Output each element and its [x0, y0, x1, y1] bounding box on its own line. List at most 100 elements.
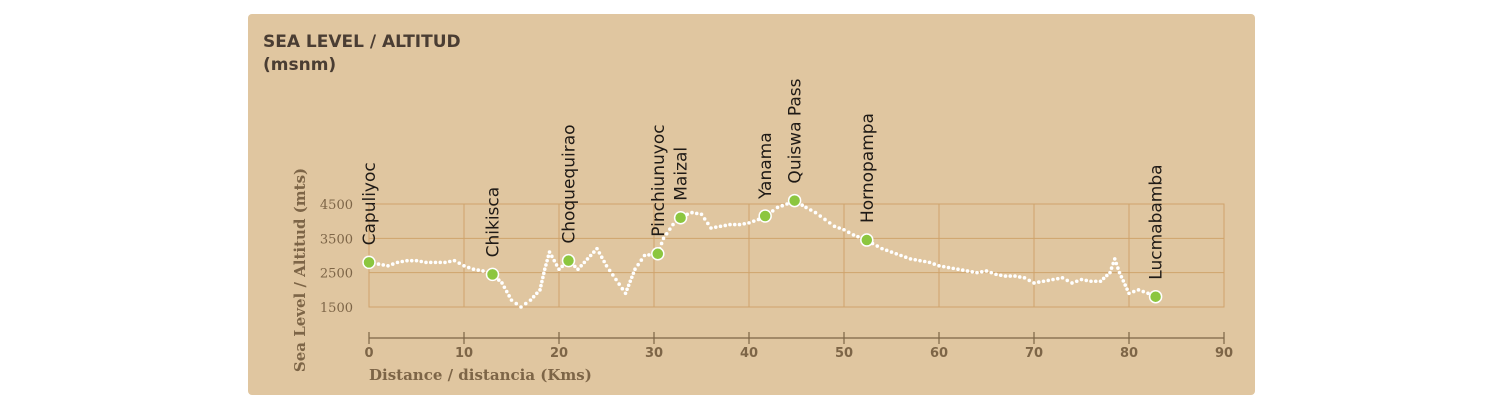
elevation-point: [846, 230, 851, 235]
elevation-point: [647, 253, 651, 257]
elevation-point: [970, 270, 975, 274]
elevation-point: [599, 255, 604, 260]
waypoint-label: Yanama: [756, 132, 776, 200]
elevation-point: [659, 241, 664, 246]
elevation-point: [504, 289, 509, 294]
elevation-point: [1114, 261, 1119, 266]
elevation-point: [1117, 270, 1122, 275]
elevation-point: [1084, 278, 1089, 283]
elevation-point: [856, 234, 860, 239]
elevation-point: [884, 248, 889, 253]
elevation-point: [965, 269, 970, 273]
elevation-point: [531, 294, 536, 299]
x-tick-label: 90: [1215, 346, 1233, 361]
elevation-point: [602, 259, 606, 264]
elevation-point: [1017, 275, 1022, 279]
elevation-point: [751, 219, 756, 223]
elevation-point: [573, 264, 577, 269]
elevation-point: [540, 279, 544, 284]
elevation-point: [514, 301, 519, 306]
elevation-point: [903, 255, 908, 260]
waypoint-label: Lucmabamba: [1147, 164, 1167, 279]
elevation-point: [889, 250, 894, 254]
elevation-point: [433, 260, 438, 265]
elevation-point: [552, 258, 557, 263]
elevation-point: [770, 209, 775, 213]
elevation-point: [502, 285, 507, 290]
x-tick-label: 20: [550, 346, 568, 361]
waypoint-marker: [673, 210, 688, 225]
elevation-point: [908, 257, 913, 261]
x-tick-label: 0: [364, 346, 373, 361]
elevation-point: [419, 259, 424, 264]
elevation-point: [588, 253, 593, 258]
elevation-point: [1022, 276, 1027, 280]
elevation-point: [452, 258, 457, 263]
x-tick-label: 40: [740, 346, 758, 361]
elevation-point: [1051, 277, 1055, 282]
elevation-point: [1074, 279, 1079, 284]
elevation-point: [457, 261, 462, 266]
waypoint-marker: [787, 193, 802, 208]
elevation-point: [1027, 278, 1032, 283]
waypoint-label: Hornopampa: [858, 113, 878, 223]
y-tick-label: 1500: [320, 301, 353, 316]
elevation-point: [538, 288, 542, 292]
elevation-point: [497, 278, 501, 282]
elevation-point: [937, 264, 941, 268]
elevation-point: [639, 258, 644, 262]
elevation-point: [979, 270, 984, 274]
elevation-point: [1146, 291, 1150, 296]
x-axis-label: Distance / distancia (Kms): [369, 366, 592, 384]
elevation-point: [1032, 281, 1036, 285]
waypoint-label: Quiswa Pass: [786, 78, 806, 183]
elevation-point: [699, 212, 704, 217]
elevation-point: [1065, 278, 1070, 283]
chart-subtitle: (msnm): [263, 55, 336, 75]
elevation-point: [626, 283, 631, 288]
waypoint-marker: [362, 255, 376, 270]
elevation-point: [1041, 279, 1046, 284]
elevation-point: [542, 271, 546, 276]
waypoint-label: Chikisca: [484, 187, 504, 258]
elevation-point: [409, 258, 414, 263]
waypoint-label: Choquequirao: [560, 124, 580, 243]
elevation-point: [1046, 278, 1051, 283]
elevation-point: [400, 259, 405, 264]
x-tick-label: 70: [1025, 346, 1043, 361]
elevation-point: [832, 224, 837, 229]
elevation-point: [462, 264, 466, 268]
elevation-point: [1105, 273, 1109, 278]
elevation-point: [597, 251, 602, 255]
elevation-point: [694, 211, 699, 216]
elevation-point: [927, 260, 932, 265]
elevation-point: [476, 268, 481, 272]
elevation-point: [742, 221, 747, 226]
elevation-point: [894, 251, 899, 256]
elevation-point: [918, 258, 922, 263]
elevation-point: [946, 265, 951, 270]
elevation-point: [1136, 288, 1141, 292]
elevation-point: [1119, 274, 1124, 279]
elevation-point: [611, 273, 615, 277]
elevation-point: [709, 226, 713, 230]
elevation-point: [813, 210, 818, 215]
elevation-point: [604, 264, 609, 268]
elevation-point: [800, 203, 804, 207]
elevation-point: [837, 226, 842, 230]
elevation-point: [1036, 280, 1041, 284]
chart-card: SEA LEVEL / ALTITUD (msnm) 4500 3500 2500 1…: [248, 14, 1255, 395]
elevation-point: [579, 264, 583, 268]
elevation-point: [500, 281, 504, 285]
elevation-point: [424, 260, 428, 265]
elevation-point: [737, 222, 742, 227]
elevation-point: [1093, 279, 1098, 284]
x-tick-label: 30: [645, 346, 663, 361]
elevation-point: [1060, 276, 1065, 280]
elevation-point: [542, 267, 547, 272]
elevation-point: [1079, 277, 1084, 282]
elevation-point: [960, 268, 965, 272]
elevation-point: [390, 262, 395, 266]
elevation-point: [592, 250, 596, 254]
elevation-point: [509, 298, 514, 302]
